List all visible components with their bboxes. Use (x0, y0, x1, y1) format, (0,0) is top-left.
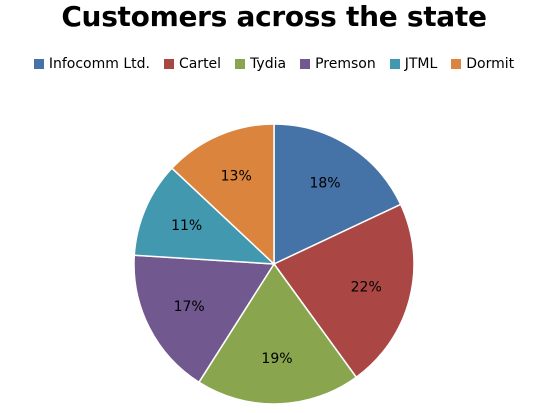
legend-swatch (33, 59, 44, 69)
legend-item-premson: Premson (300, 56, 376, 72)
legend-item-tydia: Tydia (235, 56, 286, 72)
legend-label: Tydia (250, 56, 287, 72)
pie-slices (133, 123, 415, 405)
legend-swatch (300, 59, 311, 69)
slice-label-premson: 17% (174, 299, 205, 315)
legend-swatch (389, 59, 400, 69)
slice-label-cartel: 22% (351, 280, 382, 296)
pie-slice-cartel (272, 203, 415, 379)
pie-slice-tydia (197, 262, 358, 405)
legend-swatch (163, 59, 174, 69)
legend-item-infocomm-ltd: Infocomm Ltd. (33, 56, 150, 72)
pie-slice-labels: 18% 22% 19% 17% 11% 13% (171, 169, 382, 368)
legend-item-cartel: Cartel (163, 56, 222, 72)
pie-slice-jtml (133, 167, 277, 265)
legend-label: JTML (404, 56, 438, 72)
slice-label-jtml: 11% (171, 218, 202, 234)
pie-slice-infocomm-ltd (273, 123, 402, 266)
legend-swatch (451, 59, 462, 69)
legend-label: Cartel (178, 56, 222, 72)
slice-label-tydia: 19% (261, 351, 292, 367)
legend-item-dormit: Dormit (451, 56, 514, 72)
chart-legend: Infocomm Ltd. Cartel Tydia Premson JTML Dormi… (0, 52, 548, 76)
legend-swatch (235, 59, 246, 69)
legend-item-jtml: JTML (389, 56, 438, 72)
slice-label-infocomm-ltd: 18% (309, 176, 340, 192)
pie-slice-dormit (170, 123, 275, 266)
pie-slice-premson (133, 254, 276, 384)
legend-label: Infocomm Ltd. (48, 56, 150, 72)
slice-label-dormit: 13% (221, 169, 252, 185)
legend-label: Dormit (466, 56, 515, 72)
chart-title: Customers across the state (61, 0, 487, 33)
legend-label: Premson (315, 56, 376, 72)
